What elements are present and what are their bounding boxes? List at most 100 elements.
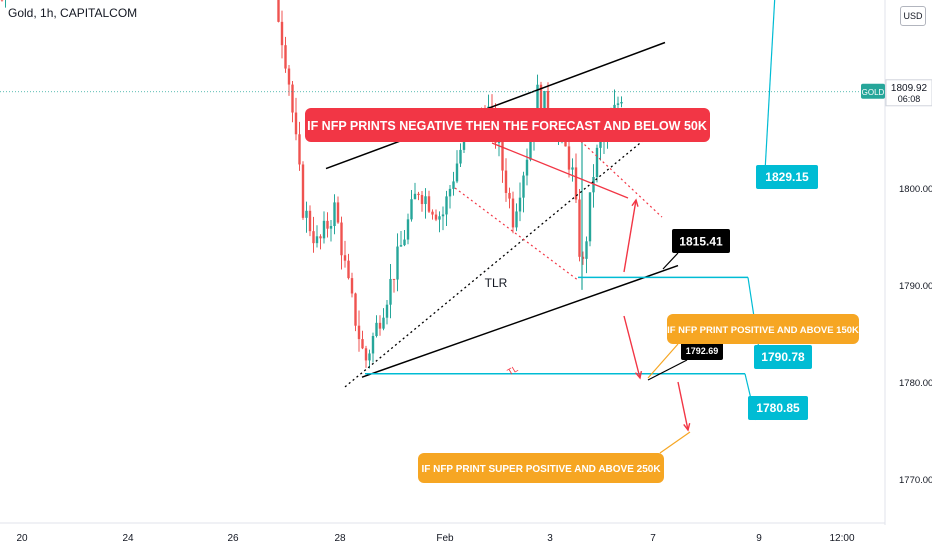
candle-body xyxy=(427,196,431,212)
candle-body xyxy=(350,278,354,294)
candle-body xyxy=(301,164,305,218)
candle-body xyxy=(385,304,389,318)
candle-body xyxy=(515,211,518,228)
callout-pointer xyxy=(647,343,679,379)
candle-body xyxy=(378,322,382,329)
candle-body xyxy=(438,216,441,220)
candle-body xyxy=(434,214,438,220)
y-tick-label: 1790.00 xyxy=(899,281,932,292)
candle-body xyxy=(399,245,403,247)
price-label-pointer xyxy=(647,359,688,381)
price-label-text: 1792.69 xyxy=(686,346,719,356)
candle-body xyxy=(392,278,396,280)
annotation-text: IF NFP PRINTS NEGATIVE THEN THE FORECAST… xyxy=(307,119,707,133)
candle-body xyxy=(413,193,417,200)
annotation-text: IF NFP PRINT POSITIVE AND ABOVE 150K xyxy=(667,325,859,336)
candle-body xyxy=(424,196,427,205)
annotation-box-orange[interactable] xyxy=(418,453,664,483)
trendline-support xyxy=(361,264,679,378)
candle-body xyxy=(354,293,357,326)
candle-body xyxy=(0,0,4,1)
dotted-trendline-red xyxy=(454,187,579,281)
candle-body xyxy=(371,336,375,354)
last-price-value: 1809.92 xyxy=(891,83,928,94)
annotation-tl: TL xyxy=(505,363,519,377)
candle-body xyxy=(574,167,578,200)
candle-body xyxy=(501,141,504,171)
candle-body xyxy=(585,241,588,259)
candle-body xyxy=(536,84,539,125)
arrow-down-1-head xyxy=(634,370,643,380)
candle-body xyxy=(291,84,294,113)
candle-body xyxy=(599,141,602,148)
annotation-box-orange[interactable] xyxy=(667,314,859,344)
candle-body xyxy=(459,149,462,164)
candle-body xyxy=(504,170,508,193)
y-tick-label: 1820.00 xyxy=(899,0,932,1)
candle-body xyxy=(389,278,392,305)
candle-body xyxy=(361,339,364,349)
candle-body xyxy=(319,236,322,239)
candle-body xyxy=(284,45,287,69)
level-callout-pointer xyxy=(763,0,776,190)
candle-body xyxy=(322,220,326,239)
candle-body xyxy=(420,195,424,205)
annotation-text: IF NFP PRINT SUPER POSITIVE AND ABOVE 25… xyxy=(421,464,661,475)
annotation-box-red[interactable] xyxy=(305,108,710,142)
arrow-down-2-head xyxy=(683,423,691,432)
callout-pointer xyxy=(491,142,629,199)
candle-body xyxy=(620,101,623,104)
candle-body xyxy=(375,322,378,337)
level-label-text: 1780.85 xyxy=(756,401,800,415)
candle-body xyxy=(410,199,413,220)
last-price-box xyxy=(885,79,932,107)
candle-body xyxy=(312,231,315,244)
x-tick-label: 26 xyxy=(227,533,239,544)
candle-body xyxy=(431,211,434,215)
candle-body xyxy=(588,192,592,242)
candle-body xyxy=(511,198,515,228)
candle-body xyxy=(571,167,574,170)
candle-body xyxy=(343,255,347,261)
x-tick-label: 28 xyxy=(334,533,346,544)
candle-body xyxy=(406,219,410,240)
dotted-trendline xyxy=(344,124,663,388)
candle-body xyxy=(518,197,522,212)
candle-body xyxy=(329,226,333,229)
candle-body xyxy=(308,210,312,232)
candle-body xyxy=(294,112,298,135)
candle-body xyxy=(546,91,550,118)
candle-body xyxy=(368,353,371,361)
candle-body xyxy=(315,236,319,244)
candle-body xyxy=(333,202,336,227)
y-tick-label: 1780.00 xyxy=(899,378,932,389)
y-tick-label: 1800.00 xyxy=(899,184,932,195)
level-label-box[interactable] xyxy=(754,345,812,369)
arrow-up-head xyxy=(631,198,639,207)
candle-body xyxy=(305,210,308,218)
candle-body xyxy=(280,21,284,46)
x-tick-label: 24 xyxy=(122,533,134,544)
candle-body xyxy=(581,256,585,259)
candle-body xyxy=(277,0,280,22)
candle-body xyxy=(508,192,511,199)
candle-body xyxy=(595,147,599,178)
candle-body xyxy=(340,222,343,256)
currency-badge[interactable]: USD xyxy=(900,6,926,26)
candle-body xyxy=(539,84,543,109)
candle-body xyxy=(616,103,620,105)
level-label-text: 1829.15 xyxy=(765,170,809,184)
level-label-box[interactable] xyxy=(756,165,818,189)
price-label-box[interactable] xyxy=(672,229,730,253)
symbol-badge[interactable] xyxy=(861,83,885,99)
arrow-down-2 xyxy=(677,381,689,431)
level-label-box[interactable] xyxy=(748,396,808,420)
candle-body xyxy=(382,317,385,329)
candle-body xyxy=(441,214,445,217)
arrow-down-1 xyxy=(623,315,641,379)
price-label-box[interactable] xyxy=(681,342,723,360)
chart-title: Gold, 1h, CAPITALCOM xyxy=(8,6,138,20)
candle-body xyxy=(567,146,571,170)
